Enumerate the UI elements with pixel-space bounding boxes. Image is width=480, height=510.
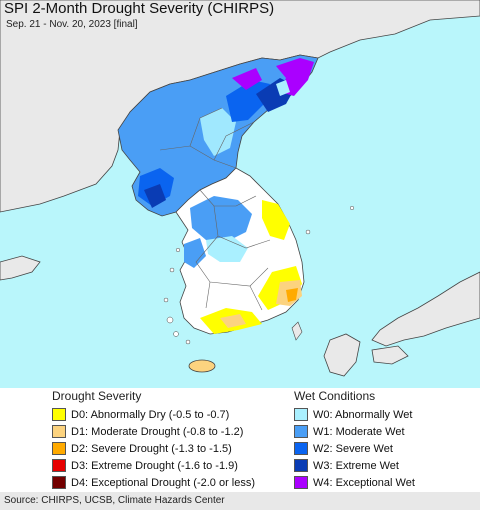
- swatch-d2: [52, 442, 66, 455]
- legend-label-w1: W1: Moderate Wet: [313, 425, 405, 438]
- legend-item-d0: D0: Abnormally Dry (-0.5 to -0.7): [52, 406, 292, 423]
- jeju-island: [188, 359, 216, 373]
- province-borders: [159, 107, 271, 311]
- drought-legend: Drought Severity D0: Abnormally Dry (-0.…: [52, 388, 292, 492]
- legend-item-w2: W2: Severe Wet: [294, 440, 474, 457]
- swatch-w3: [294, 459, 308, 472]
- legend-label-w2: W2: Severe Wet: [313, 442, 393, 455]
- swatch-w1: [294, 425, 308, 438]
- w0-patch-nk-tip: [276, 80, 290, 96]
- legend-label-d3: D3: Extreme Drought (-1.6 to -1.9): [71, 459, 238, 472]
- d0-patch-sk-east: [262, 200, 290, 240]
- drought-legend-heading: Drought Severity: [52, 389, 142, 403]
- swatch-w2: [294, 442, 308, 455]
- legend-label-d4: D4: Exceptional Drought (-2.0 or less): [71, 476, 256, 489]
- japan-shikoku: [371, 345, 409, 365]
- w2-patch-nk-north: [226, 80, 270, 122]
- legend-label-w3: W3: Extreme Wet: [313, 459, 399, 472]
- wet-legend-heading: Wet Conditions: [294, 389, 376, 403]
- legend-item-w1: W1: Moderate Wet: [294, 423, 474, 440]
- legend-item-d1: D1: Moderate Drought (-0.8 to -1.2): [52, 423, 292, 440]
- w4-patch-nk-north: [232, 68, 262, 90]
- shandong-land: [0, 255, 41, 281]
- swatch-d4: [52, 476, 66, 489]
- legend-item-w3: W3: Extreme Wet: [294, 457, 474, 474]
- d1-patch-sk-south: [220, 314, 246, 328]
- coastal-islands: [163, 205, 355, 345]
- d2-patch-sk-southeast: [286, 288, 298, 302]
- w0-patch-nk: [200, 108, 236, 156]
- page-subtitle: Sep. 21 - Nov. 20, 2023 [final]: [6, 19, 138, 30]
- wet-legend: Wet Conditions W0: Abnormally Wet W1: Mo…: [294, 388, 474, 492]
- w3-patch-nk-west: [144, 184, 166, 208]
- swatch-w4: [294, 476, 308, 489]
- w1-patch-sk-north: [190, 196, 252, 242]
- swatch-w0: [294, 408, 308, 421]
- tsushima: [291, 321, 303, 341]
- legend-item-w0: W0: Abnormally Wet: [294, 406, 474, 423]
- page-title: SPI 2-Month Drought Severity (CHIRPS): [4, 0, 275, 17]
- legend-label-d0: D0: Abnormally Dry (-0.5 to -0.7): [71, 408, 230, 421]
- w0-patch-sk-central: [206, 236, 248, 262]
- legend-label-d2: D2: Severe Drought (-1.3 to -1.5): [71, 442, 232, 455]
- legend-label-d1: D1: Moderate Drought (-0.8 to -1.2): [71, 425, 244, 438]
- legend-label-w4: W4: Exceptional Wet: [313, 476, 415, 489]
- legend-label-w0: W0: Abnormally Wet: [313, 408, 413, 421]
- legend-item-d2: D2: Severe Drought (-1.3 to -1.5): [52, 440, 292, 457]
- swatch-d3: [52, 459, 66, 472]
- swatch-d0: [52, 408, 66, 421]
- legend-item-d3: D3: Extreme Drought (-1.6 to -1.9): [52, 457, 292, 474]
- w1-patch-sk-west: [184, 238, 206, 268]
- swatch-d1: [52, 425, 66, 438]
- legend-item-w4: W4: Exceptional Wet: [294, 474, 474, 491]
- drought-map: [0, 0, 480, 388]
- japan-kyushu: [323, 333, 361, 377]
- japan-honshu: [371, 271, 480, 347]
- source-credit: Source: CHIRPS, UCSB, Climate Hazards Ce…: [0, 492, 480, 510]
- legend-item-d4: D4: Exceptional Drought (-2.0 or less): [52, 474, 292, 491]
